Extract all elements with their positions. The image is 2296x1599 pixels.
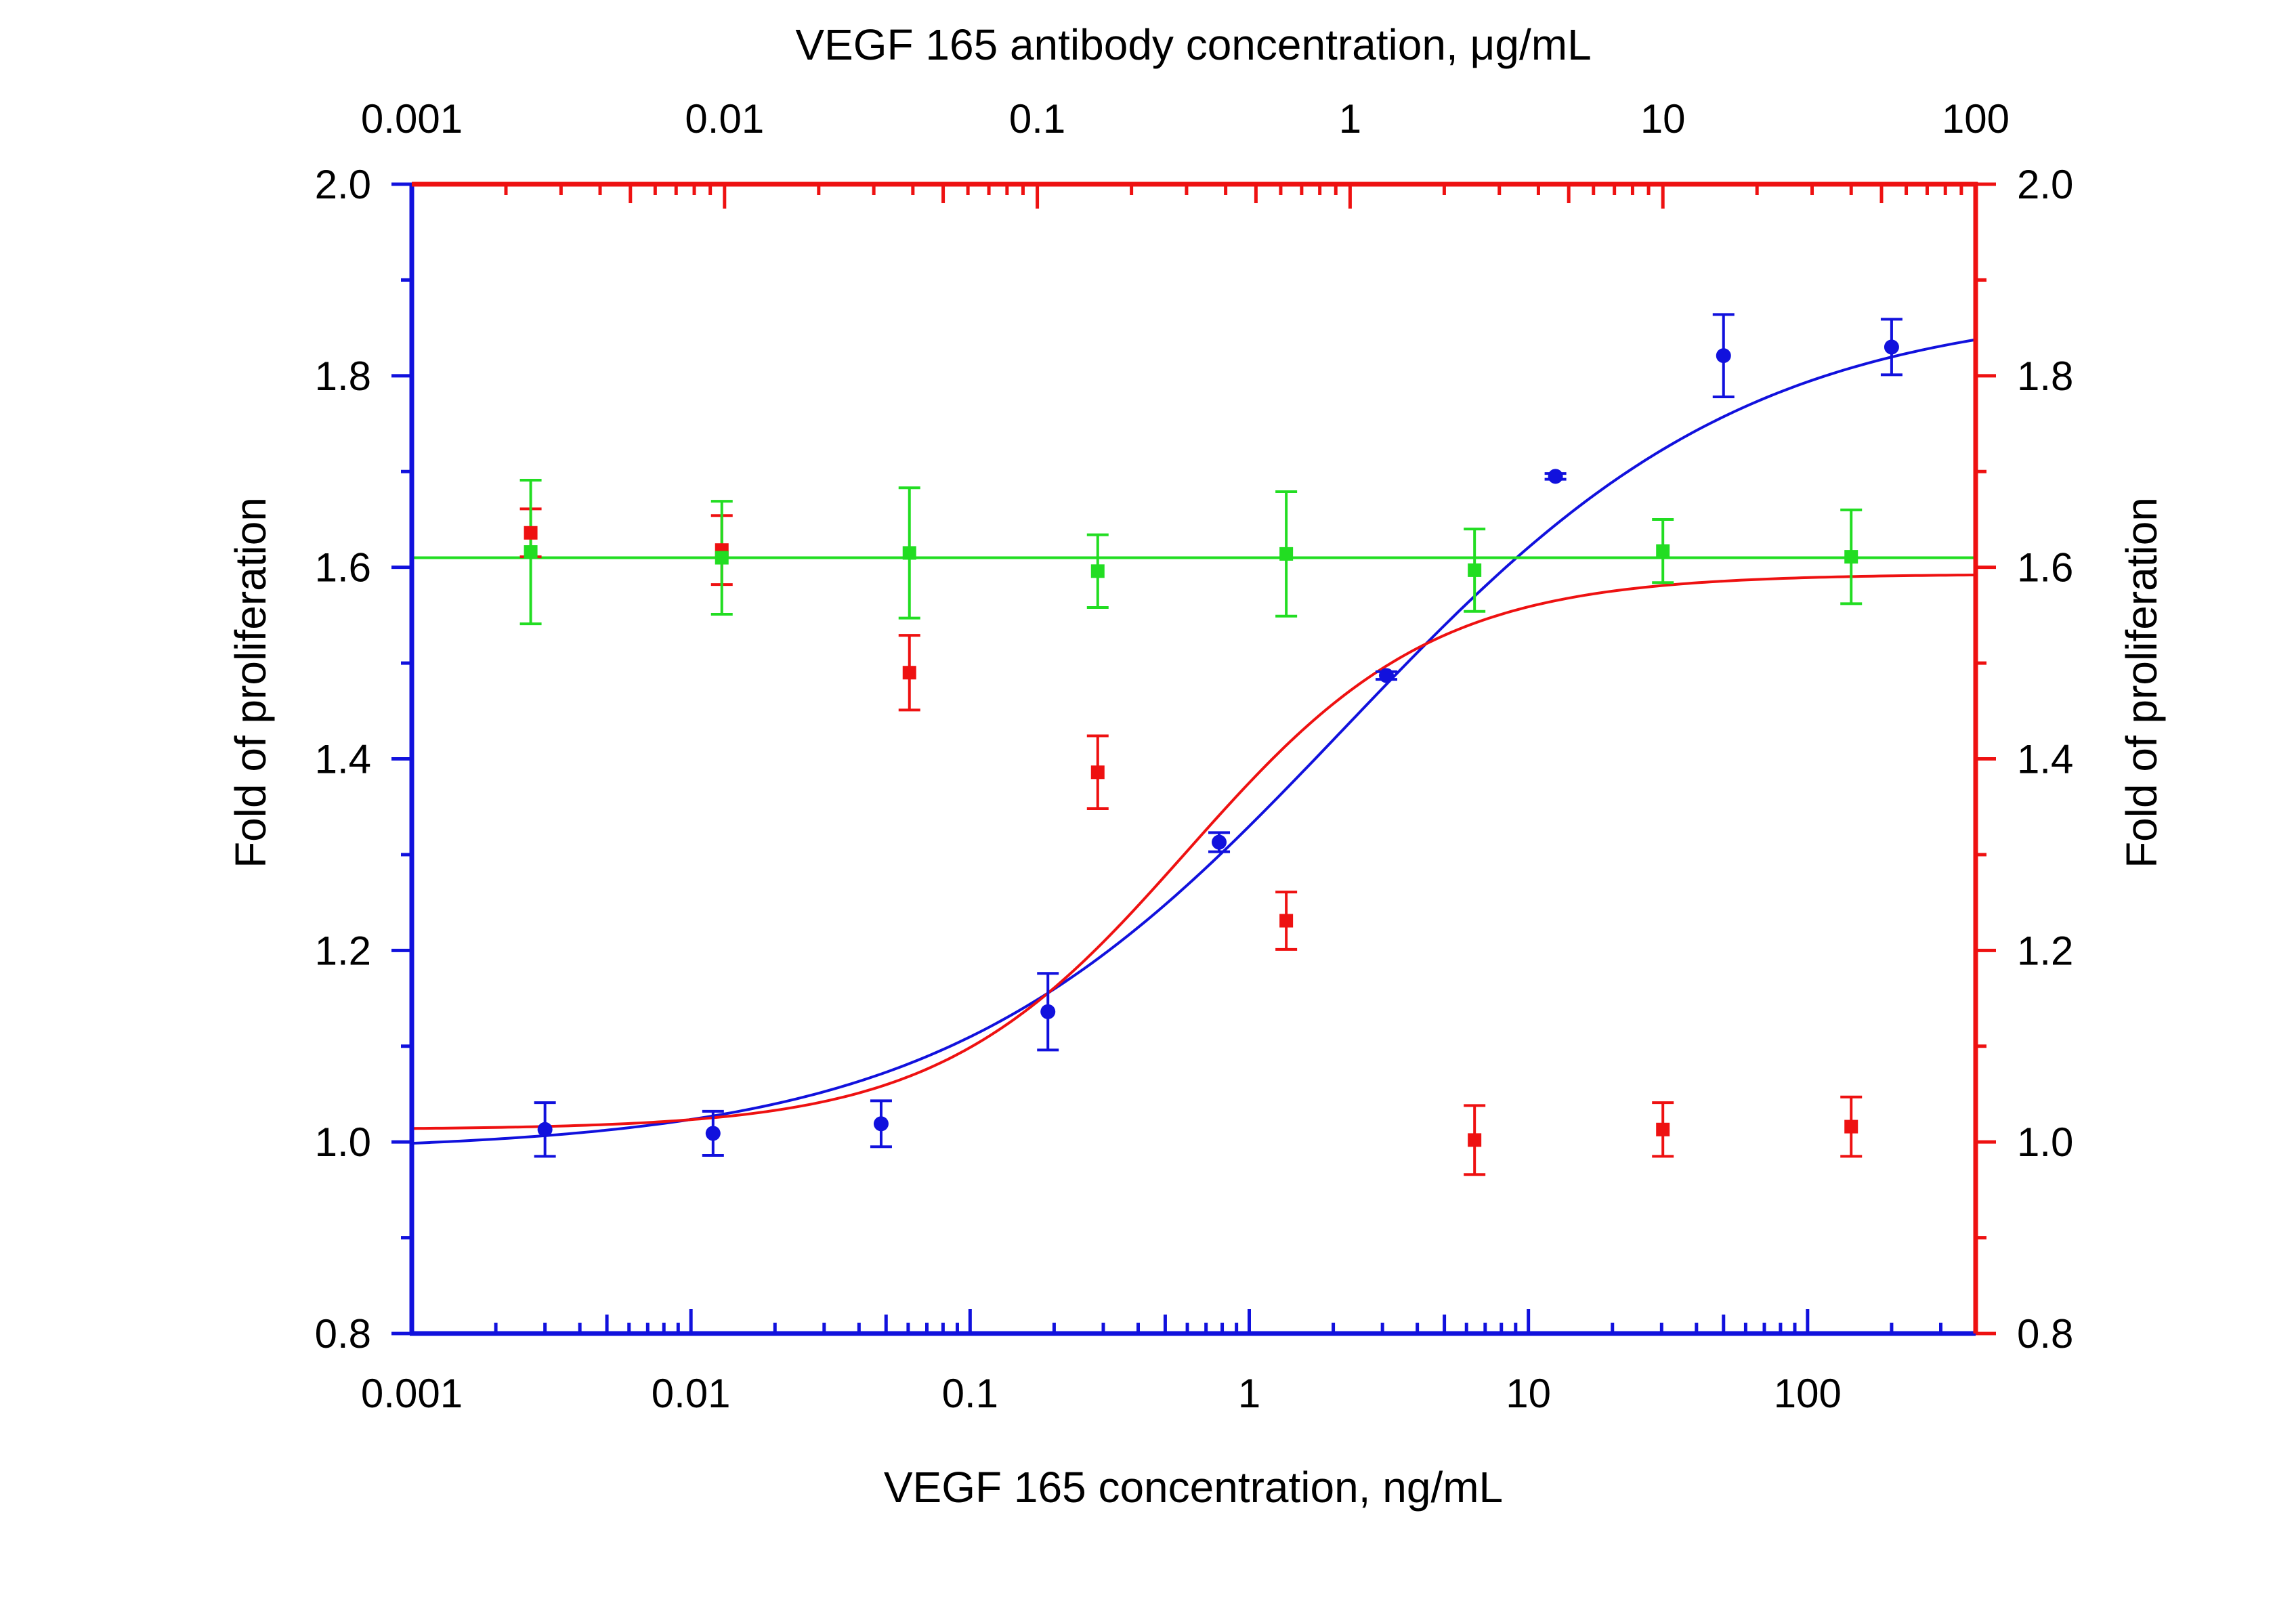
right-tick-label: 1.6 bbox=[2017, 545, 2073, 591]
data-point-square bbox=[1656, 1122, 1670, 1136]
data-point-square bbox=[1279, 547, 1294, 561]
top-tick-label: 0.1 bbox=[1009, 96, 1065, 142]
left-tick-label: 1.0 bbox=[315, 1120, 371, 1165]
data-point-circle bbox=[1884, 339, 1899, 355]
bottom-tick-label: 100 bbox=[1774, 1371, 1842, 1416]
top-tick-label: 0.001 bbox=[361, 96, 463, 142]
left-tick-label: 1.4 bbox=[315, 737, 371, 782]
top-tick-label: 100 bbox=[1942, 96, 2010, 142]
right-tick-label: 1.0 bbox=[2017, 1120, 2073, 1165]
data-point-circle bbox=[1716, 348, 1731, 364]
bottom-tick-label: 10 bbox=[1506, 1371, 1551, 1416]
data-point-square bbox=[524, 545, 538, 559]
data-point-circle bbox=[1379, 668, 1395, 683]
top-tick-label: 0.01 bbox=[685, 96, 764, 142]
data-point-circle bbox=[537, 1122, 553, 1137]
left-tick-label: 1.2 bbox=[315, 928, 371, 973]
top-tick-label: 1 bbox=[1339, 96, 1361, 142]
left-tick-label: 1.6 bbox=[315, 545, 371, 591]
bottom-tick-label: 0.1 bbox=[942, 1371, 998, 1416]
top-axis-title: VEGF 165 antibody concentration, μg/mL bbox=[795, 20, 1591, 69]
data-markers bbox=[524, 339, 1899, 1147]
data-point-circle bbox=[873, 1116, 889, 1132]
data-point-square bbox=[1468, 1133, 1482, 1147]
fit-curve-series-2 bbox=[411, 573, 1976, 1130]
data-point-square bbox=[1844, 550, 1858, 564]
top-tick-label: 10 bbox=[1640, 96, 1686, 142]
bottom-tick-label: 0.001 bbox=[361, 1371, 463, 1416]
bottom-axis-title: VEGF 165 concentration, ng/mL bbox=[884, 1463, 1503, 1512]
data-point-circle bbox=[1548, 469, 1563, 484]
data-point-square bbox=[1090, 564, 1105, 578]
right-tick-label: 2.0 bbox=[2017, 162, 2073, 207]
right-tick-label: 1.4 bbox=[2017, 737, 2073, 782]
right-tick-label: 1.8 bbox=[2017, 354, 2073, 399]
data-point-circle bbox=[705, 1126, 721, 1141]
right-axis-title: Fold of proliferation bbox=[2117, 497, 2166, 868]
bottom-tick-label: 0.01 bbox=[652, 1371, 731, 1416]
left-tick-label: 1.8 bbox=[315, 354, 371, 399]
data-point-square bbox=[1844, 1120, 1858, 1134]
left-tick-label: 2.0 bbox=[315, 162, 371, 207]
bottom-tick-label: 1 bbox=[1238, 1371, 1260, 1416]
data-point-square bbox=[902, 546, 916, 560]
data-point-square bbox=[902, 666, 916, 680]
left-tick-label: 0.8 bbox=[315, 1311, 371, 1357]
left-axis-title: Fold of proliferation bbox=[226, 497, 275, 868]
data-point-circle bbox=[1212, 834, 1227, 850]
data-point-square bbox=[524, 526, 538, 540]
right-tick-label: 0.8 bbox=[2017, 1311, 2073, 1357]
data-point-square bbox=[1656, 544, 1670, 558]
data-point-square bbox=[1468, 563, 1482, 577]
data-point-square bbox=[1279, 914, 1294, 928]
tick-labels: 0.001 0.01 0.1 1 10 100 0.001 0.01 0.1 1 10 100 0.8 1… bbox=[315, 96, 2074, 1416]
axis-frame bbox=[409, 182, 1978, 1336]
right-tick-label: 1.2 bbox=[2017, 928, 2073, 973]
data-point-square bbox=[1090, 765, 1105, 780]
fit-curves bbox=[411, 338, 1976, 1145]
data-point-circle bbox=[1040, 1004, 1056, 1019]
data-point-square bbox=[715, 551, 729, 565]
